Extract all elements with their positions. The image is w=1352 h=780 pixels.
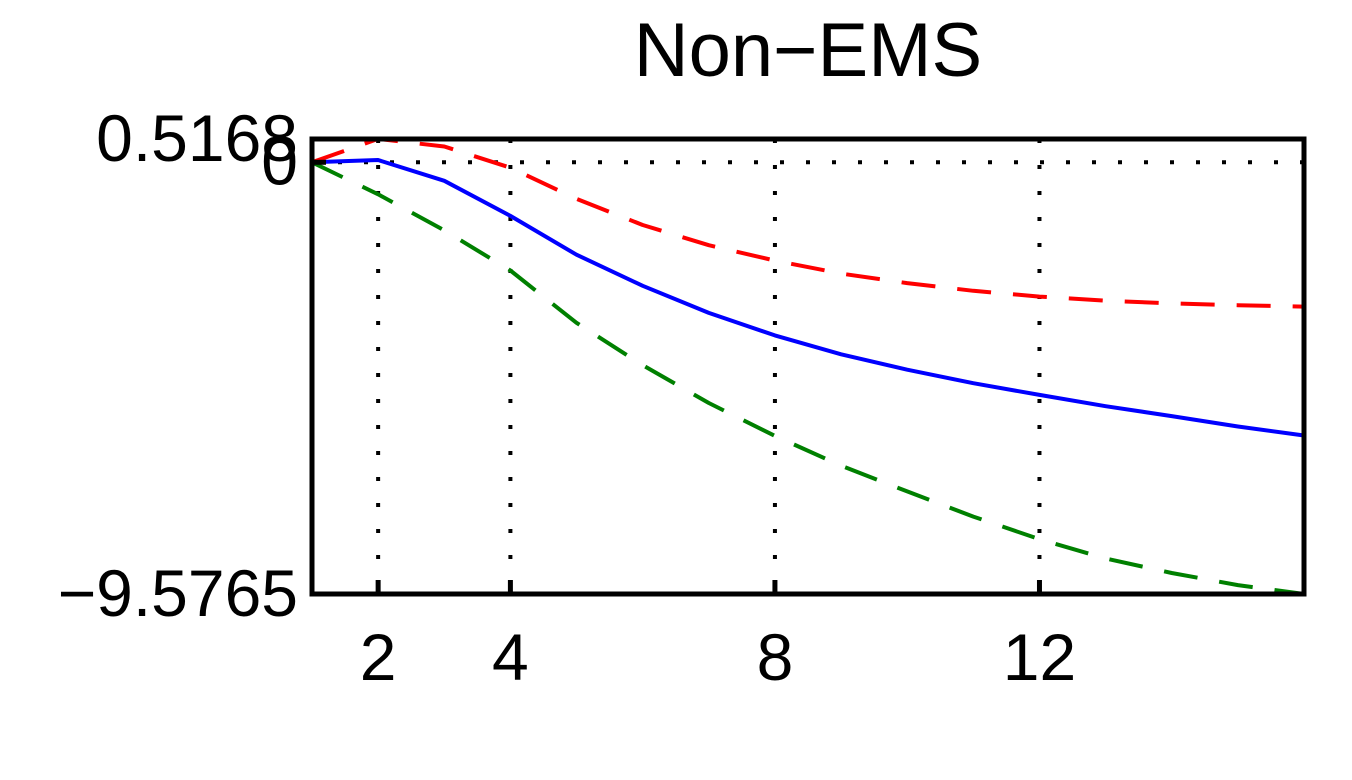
series-line-0 — [311, 158, 1305, 438]
chart-title: Non−EMS — [634, 8, 983, 93]
x-axis-ticks: 2 4 8 12 — [360, 580, 1076, 694]
plot-frame — [309, 136, 1307, 597]
x-tick-label-0: 2 — [360, 620, 397, 694]
series-lines — [311, 136, 1305, 596]
grid-lines — [312, 139, 1304, 594]
x-tick-label-3: 12 — [1003, 620, 1076, 694]
y-tick-label-2: −9.5765 — [58, 556, 298, 630]
x-tick-label-1: 4 — [492, 620, 529, 694]
y-tick-label-1: 0 — [261, 124, 298, 198]
y-tick-label-0: 0.5168 — [96, 101, 298, 175]
x-tick-label-2: 8 — [757, 620, 794, 694]
series-line-1 — [311, 136, 1305, 309]
series-line-2 — [311, 160, 1305, 596]
